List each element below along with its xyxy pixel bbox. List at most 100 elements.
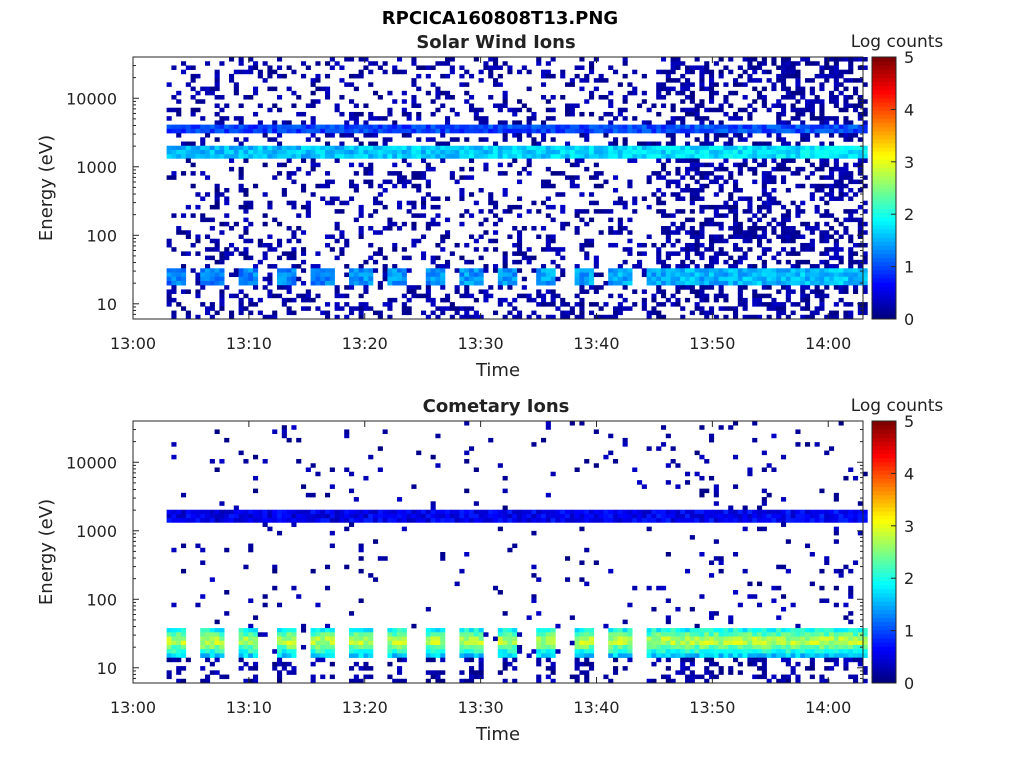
heatmap-cell — [358, 162, 364, 168]
heatmap-cell — [689, 653, 695, 658]
heatmap-cell — [334, 255, 340, 261]
heatmap-cell — [497, 632, 503, 637]
heatmap-cell — [286, 661, 292, 667]
heatmap-cell — [785, 259, 791, 265]
heatmap-cell — [862, 183, 868, 189]
heatmap-cell — [368, 454, 374, 460]
heatmap-cell — [315, 644, 321, 650]
heatmap-cell — [421, 65, 427, 70]
heatmap-cell — [689, 280, 695, 286]
heatmap-cell — [459, 306, 465, 311]
heatmap-cell — [473, 200, 479, 206]
heatmap-cell — [411, 154, 417, 159]
heatmap-cell — [214, 247, 220, 252]
heatmap-cell — [368, 145, 374, 151]
heatmap-cell — [733, 188, 739, 193]
heatmap-cell — [339, 111, 345, 117]
heatmap-cell — [464, 628, 470, 633]
heatmap-cell — [286, 649, 292, 654]
heatmap-cell — [358, 111, 364, 117]
heatmap-cell — [382, 179, 388, 185]
heatmap-cell — [723, 124, 729, 130]
heatmap-cell — [181, 61, 187, 66]
heatmap-cell — [574, 162, 580, 168]
heatmap-cell — [805, 285, 811, 290]
heatmap-cell — [301, 306, 307, 311]
heatmap-cell — [497, 124, 503, 130]
heatmap-cell — [713, 107, 719, 113]
heatmap-cell — [733, 200, 739, 206]
heatmap-cell — [843, 217, 849, 223]
heatmap-cell — [685, 666, 691, 671]
heatmap-cell — [166, 175, 172, 180]
heatmap-cell — [781, 310, 787, 316]
heatmap-cell — [248, 644, 254, 650]
heatmap-cell — [502, 636, 508, 642]
heatmap-cell — [598, 171, 604, 176]
heatmap-cell — [622, 128, 628, 134]
heatmap-cell — [589, 302, 595, 307]
heatmap-cell — [281, 666, 287, 671]
heatmap-cell — [766, 285, 772, 290]
heatmap-cell — [277, 133, 283, 138]
heatmap-cell — [512, 518, 518, 523]
heatmap-cell — [257, 632, 263, 637]
heatmap-cell — [440, 556, 446, 561]
heatmap-cell — [224, 247, 230, 252]
heatmap-cell — [329, 196, 335, 201]
heatmap-cell — [382, 268, 388, 273]
heatmap-cell — [579, 421, 585, 426]
heatmap-cell — [560, 272, 566, 278]
heatmap-cell — [248, 518, 254, 523]
heatmap-cell — [785, 213, 791, 218]
heatmap-cell — [229, 124, 235, 130]
heatmap-cell — [459, 196, 465, 201]
heatmap-cell — [339, 145, 345, 151]
heatmap-cell — [219, 644, 225, 650]
heatmap-cell — [819, 107, 825, 113]
heatmap-cell — [536, 661, 542, 667]
heatmap-cell — [718, 154, 724, 159]
heatmap-cell — [541, 69, 547, 75]
heatmap-cell — [862, 65, 868, 70]
heatmap-cell — [358, 513, 364, 519]
heatmap-cell — [670, 179, 676, 185]
heatmap-cell — [536, 628, 542, 633]
heatmap-cell — [512, 251, 518, 256]
heatmap-cell — [281, 653, 287, 658]
heatmap-cell — [785, 217, 791, 223]
heatmap-cell — [574, 73, 580, 79]
heatmap-cell — [459, 632, 465, 637]
heatmap-cell — [325, 644, 331, 650]
heatmap-cell — [838, 154, 844, 159]
heatmap-cell — [368, 171, 374, 176]
colorbar-step — [872, 102, 896, 107]
heatmap-cell — [176, 678, 182, 684]
heatmap-cell — [195, 145, 201, 151]
heatmap-cell — [171, 175, 177, 180]
heatmap-cell — [651, 268, 657, 273]
heatmap-cell — [397, 628, 403, 633]
heatmap-cell — [382, 149, 388, 155]
heatmap-cell — [713, 133, 719, 138]
heatmap-cell — [656, 289, 662, 294]
heatmap-cell — [262, 602, 268, 608]
heatmap-cell — [181, 644, 187, 650]
heatmap-cell — [613, 69, 619, 75]
heatmap-cell — [646, 107, 652, 113]
heatmap-cell — [651, 678, 657, 684]
heatmap-cell — [718, 128, 724, 134]
heatmap-cell — [824, 280, 830, 286]
heatmap-cell — [761, 200, 767, 206]
heatmap-cell — [291, 171, 297, 176]
heatmap-cell — [253, 276, 259, 282]
heatmap-cell — [685, 188, 691, 193]
heatmap-cell — [862, 276, 868, 282]
heatmap-cell — [281, 632, 287, 637]
heatmap-cell — [545, 204, 551, 210]
heatmap-cell — [209, 577, 215, 582]
heatmap-cell — [598, 314, 604, 320]
heatmap-cell — [737, 65, 743, 70]
heatmap-cell — [809, 183, 815, 189]
heatmap-cell — [392, 280, 398, 286]
